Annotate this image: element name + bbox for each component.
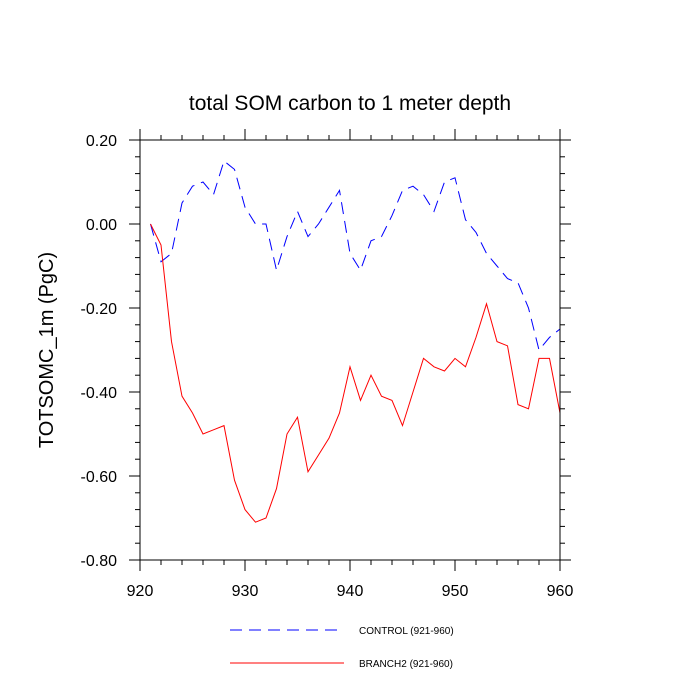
series-line-control bbox=[150, 160, 561, 352]
chart-title: total SOM carbon to 1 meter depth bbox=[189, 92, 511, 115]
y-axis-label: TOTSOMC_1m (PgC) bbox=[36, 252, 58, 448]
plot-frame bbox=[139, 139, 561, 561]
y-tick-label: -0.20 bbox=[81, 301, 118, 318]
x-tick-label: 940 bbox=[337, 583, 364, 600]
x-tick-label: 930 bbox=[232, 583, 259, 600]
y-tick-label: -0.40 bbox=[81, 385, 118, 402]
y-tick-label: 0.00 bbox=[86, 217, 117, 234]
x-tick-label: 960 bbox=[547, 583, 574, 600]
legend: CONTROL (921-960) BRANCH2 (921-960) bbox=[230, 626, 454, 670]
series-layer bbox=[150, 160, 561, 523]
legend-label: BRANCH2 (921-960) bbox=[359, 659, 453, 670]
y-tick-label: 0.20 bbox=[86, 133, 117, 150]
x-tick-label: 920 bbox=[127, 583, 154, 600]
x-tick-label: 950 bbox=[442, 583, 469, 600]
axis-ticks: 920 930 940 950 960 0.20 0.00 -0.20 -0.40 -0.60 -0… bbox=[81, 129, 574, 600]
series-line-branch2 bbox=[150, 223, 561, 523]
legend-label: CONTROL (921-960) bbox=[359, 626, 454, 637]
y-tick-label: -0.80 bbox=[81, 553, 118, 570]
y-tick-label: -0.60 bbox=[81, 469, 118, 486]
